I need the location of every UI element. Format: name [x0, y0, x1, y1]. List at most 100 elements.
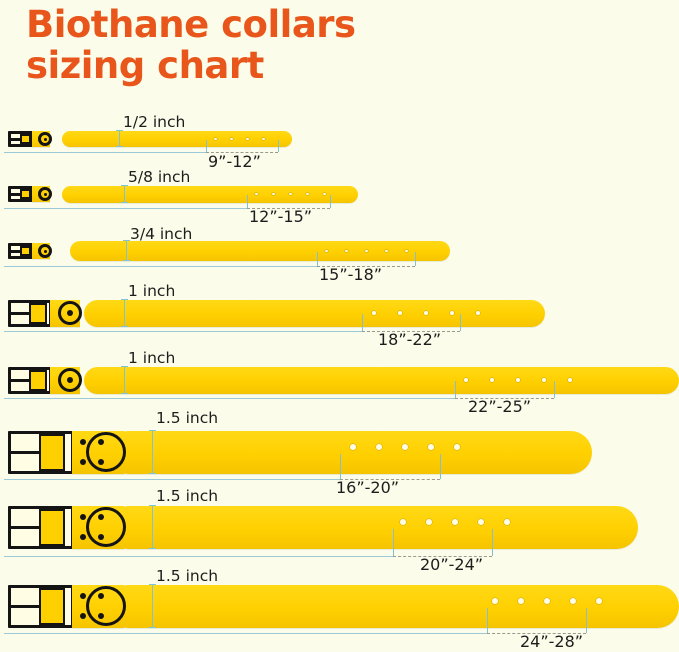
length-tick-start — [455, 381, 456, 398]
width-label: 1/2 inch — [123, 113, 186, 131]
length-tick-end — [586, 608, 587, 633]
width-dimension-cap — [116, 146, 123, 147]
width-dimension-line — [152, 430, 153, 474]
width-dimension-line — [124, 366, 125, 394]
collar-buckle — [8, 430, 126, 474]
strap-hole — [402, 444, 408, 450]
strap-hole — [214, 137, 217, 141]
collar-strap — [107, 430, 592, 474]
width-dimension-line — [126, 241, 127, 261]
buckle-strap-end — [28, 302, 47, 324]
width-dimension-cap — [149, 429, 156, 431]
title-line-2: sizing chart — [26, 44, 264, 87]
width-dimension-cap — [123, 260, 130, 261]
buckle-rivet — [80, 513, 86, 520]
length-baseline — [4, 152, 206, 153]
d-ring — [86, 507, 126, 547]
buckle-crossbar — [10, 249, 23, 253]
buckle-crossbar — [10, 311, 32, 315]
buckle-crossbar — [10, 525, 42, 529]
d-ring-center — [43, 137, 47, 141]
buckle-rivet — [80, 613, 86, 620]
strap-hole — [398, 311, 402, 315]
length-baseline — [4, 331, 362, 332]
strap-hole — [516, 378, 520, 382]
buckle-strap-end — [39, 433, 66, 471]
length-baseline — [4, 266, 317, 267]
collar-buckle — [8, 186, 52, 202]
buckle-crossbar — [10, 137, 23, 141]
length-dashed-span — [455, 398, 554, 399]
strap-hole — [452, 519, 458, 525]
width-dimension-cap — [121, 184, 128, 186]
collar-buckle — [8, 584, 126, 628]
width-dimension-line — [124, 299, 125, 327]
d-ring — [38, 187, 52, 201]
d-ring — [58, 301, 82, 325]
d-ring-center — [67, 310, 73, 316]
length-label: 9”-12” — [208, 152, 261, 171]
strap-hole — [325, 249, 328, 253]
buckle-strap-end — [20, 134, 32, 144]
collar-strap — [84, 299, 545, 327]
length-label: 24”-28” — [520, 632, 584, 651]
strap-hole — [490, 378, 494, 382]
strap-hole — [230, 137, 233, 141]
width-dimension-line — [152, 584, 153, 628]
length-baseline — [4, 208, 247, 209]
width-label: 3/4 inch — [130, 225, 193, 243]
length-dashed-span — [362, 331, 460, 332]
length-tick-start — [317, 252, 318, 266]
length-label: 15”-18” — [319, 265, 383, 284]
length-baseline — [4, 479, 340, 480]
buckle-strap-end — [20, 189, 32, 199]
length-baseline — [4, 556, 393, 557]
collar-buckle — [8, 366, 82, 394]
strap-hole — [454, 444, 460, 450]
width-dimension-cap — [121, 365, 128, 367]
length-label: 12”-15” — [249, 207, 313, 226]
collar-strap — [84, 366, 679, 394]
strap-hole — [289, 192, 292, 196]
length-dashed-span — [247, 208, 330, 209]
strap-hole — [568, 378, 572, 382]
strap-hole — [400, 519, 406, 525]
length-dashed-span — [340, 479, 440, 480]
width-dimension-cap — [123, 240, 130, 241]
strap-hole — [450, 311, 454, 315]
buckle-rivet — [80, 592, 86, 599]
strap-hole — [596, 598, 602, 604]
width-dimension-cap — [121, 325, 128, 327]
width-label: 1 inch — [128, 349, 176, 367]
collar-buckle — [8, 505, 126, 549]
width-label: 1.5 inch — [156, 409, 219, 427]
length-label: 16”-20” — [336, 478, 400, 497]
buckle-crossbar — [10, 604, 42, 608]
buckle-crossbar — [10, 450, 42, 454]
length-dashed-span — [317, 266, 415, 267]
strap-hole — [476, 311, 480, 315]
buckle-rivet — [80, 534, 86, 541]
length-label: 22”-25” — [468, 397, 532, 416]
buckle-crossbar — [10, 378, 32, 382]
strap-hole — [255, 192, 258, 196]
width-dimension-cap — [121, 298, 128, 300]
length-tick-start — [340, 454, 341, 479]
collar-strap — [107, 505, 638, 549]
width-dimension-line — [119, 131, 120, 147]
length-dashed-span — [206, 152, 278, 153]
strap-hole — [570, 598, 576, 604]
width-label: 5/8 inch — [128, 168, 191, 186]
page-title: Biothane collars sizing chart — [26, 4, 646, 86]
strap-hole — [478, 519, 484, 525]
width-dimension-cap — [121, 392, 128, 394]
collar-strap — [62, 185, 358, 203]
d-ring — [38, 132, 52, 146]
length-tick-start — [393, 529, 394, 556]
length-label: 20”-24” — [420, 555, 484, 574]
length-baseline — [4, 398, 455, 399]
strap-hole — [376, 444, 382, 450]
collar-strap — [62, 131, 292, 147]
width-dimension-cap — [149, 472, 156, 474]
length-tick-end — [330, 194, 331, 208]
